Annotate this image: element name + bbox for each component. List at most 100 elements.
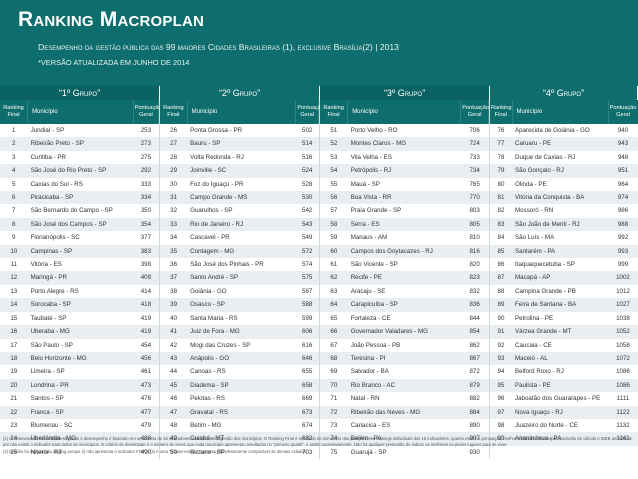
table-row: 63 Aracaju - SE 832 — [320, 284, 489, 299]
municipio-cell: Juiz de Fora - MG — [187, 325, 296, 339]
score-cell: 703 — [295, 445, 319, 460]
score-cell: 543 — [295, 217, 319, 232]
rank-cell: 92 — [490, 338, 512, 352]
table-row: 21 Santos - SP 476 — [0, 392, 159, 406]
score-cell: 1072 — [608, 351, 638, 366]
table-row: 73 Cariacica - ES 890 — [320, 418, 489, 433]
municipio-cell: Boa Vista - RR — [347, 191, 461, 205]
score-cell: 862 — [460, 338, 489, 352]
municipio-cell: Diadema - SP — [187, 378, 296, 393]
municipio-cell: Campo Grande - MS — [187, 191, 296, 205]
municipio-cell: Aracaju - SE — [347, 284, 461, 299]
score-cell: 409 — [133, 271, 159, 285]
municipio-cell: Aparecida de Goiânia - GO — [512, 124, 608, 138]
municipio-cell: Campinas - SP — [27, 244, 134, 259]
table-row: 85 Santarém - PA 993 — [490, 244, 638, 259]
rank-cell: 8 — [0, 217, 28, 232]
rank-cell: 94 — [490, 365, 512, 379]
score-cell: 524 — [295, 164, 319, 178]
table-row: 50 Suzano - SP 703 — [160, 445, 319, 460]
municipio-cell: Cascavel - PR — [187, 231, 296, 245]
table-row: 72 Ribeirão das Neves - MG 884 — [320, 405, 489, 419]
score-cell: 854 — [460, 325, 489, 339]
municipio-cell: Volta Redonda - RJ — [187, 150, 296, 165]
score-cell: 514 — [295, 137, 319, 151]
score-cell: 418 — [133, 298, 159, 312]
municipio-cell: Sorocaba - SP — [27, 298, 134, 312]
municipio-cell: Salvador - BA — [347, 365, 461, 379]
rank-cell: 53 — [320, 150, 348, 165]
score-cell: 879 — [460, 378, 489, 393]
municipio-cell: Canoas - RS — [187, 365, 296, 379]
rank-cell: 35 — [160, 244, 188, 259]
rank-cell: 67 — [320, 338, 348, 352]
municipio-cell: Bauru - SP — [187, 137, 296, 151]
score-cell: 479 — [133, 418, 159, 433]
header-banner: Ranking Macroplan Desempenho da gestão p… — [0, 0, 638, 86]
table-row: 13 Porto Alegre - RS 414 — [0, 284, 159, 299]
table-row: 77 Caruaru - PE 943 — [490, 137, 638, 151]
table-row: 20 Londrina - PR 473 — [0, 378, 159, 393]
municipio-cell: Franca - SP — [27, 405, 134, 419]
table-row: 5 Caxias do Sul - RS 333 — [0, 177, 159, 192]
table-row: 78 Duque de Caxias - RJ 948 — [490, 150, 638, 165]
score-cell: 488 — [133, 432, 159, 446]
score-cell: 816 — [460, 244, 489, 259]
column-header-rank: Ranking Final — [320, 100, 349, 124]
table-row: 75 Guarujá - SP 930 — [320, 445, 489, 460]
table-row: 24 Uberlândia - MG 488 — [0, 432, 159, 446]
column-header-municipio: Município — [27, 100, 134, 124]
municipio-cell: Carapicuíba - SP — [347, 298, 461, 312]
score-cell: 456 — [133, 351, 159, 366]
score-cell: 572 — [295, 244, 319, 259]
municipio-cell: Campos dos Goytacazes - RJ — [347, 244, 461, 259]
score-cell: 1038 — [608, 311, 638, 326]
table-row: 2 Ribeirão Preto - SP 273 — [0, 137, 159, 151]
score-cell: 673 — [295, 405, 319, 419]
municipio-cell: São Luís - MA — [512, 231, 608, 245]
score-cell: 930 — [460, 445, 489, 460]
rank-cell: 36 — [160, 258, 188, 272]
rank-cell: 86 — [490, 258, 512, 272]
group-table-2: Ranking Final Município Pontuação Geral 26 P… — [160, 100, 324, 460]
municipio-cell: Serra - ES — [347, 217, 461, 232]
score-cell: 1141 — [608, 432, 638, 446]
table-row: 10 Campinas - SP 383 — [0, 244, 159, 259]
table-row: 66 Governador Valadares - MG 854 — [320, 325, 489, 339]
municipio-cell: Petrópolis - RJ — [347, 164, 461, 178]
rank-cell: 18 — [0, 351, 28, 366]
table-row: 43 Anápolis - GO 646 — [160, 351, 319, 366]
rank-cell: 46 — [160, 392, 188, 406]
score-cell: 682 — [295, 432, 319, 446]
rank-cell: 28 — [160, 150, 188, 165]
municipio-cell: Curitiba - PR — [27, 150, 134, 165]
municipio-cell: Nova Iguaçu - RJ — [512, 405, 608, 419]
municipio-cell: Guarujá - SP — [347, 445, 461, 460]
rank-cell: 10 — [0, 244, 28, 259]
municipio-cell: Fortaleza - CE — [347, 311, 461, 326]
score-cell: 882 — [460, 392, 489, 406]
municipio-cell: Macapá - AP — [512, 271, 608, 285]
table-row: 7 São Bernardo do Campo - SP 350 — [0, 204, 159, 218]
footnote-2: (2) Brasília foi excluída do ranking por… — [3, 449, 307, 455]
column-header-municipio: Município — [347, 100, 462, 124]
rank-cell: 77 — [490, 137, 512, 151]
rank-cell: 57 — [320, 204, 348, 218]
rank-cell: 41 — [160, 325, 188, 339]
rank-cell: 21 — [0, 392, 28, 406]
rank-cell: 26 — [160, 124, 188, 138]
table-row: 1 Jundiaí - SP 253 — [0, 124, 159, 138]
municipio-cell: Caxias do Sul - RS — [27, 177, 134, 192]
group-table-3: Ranking Final Município Pontuação Geral 51 P… — [320, 100, 490, 460]
rank-cell: 20 — [0, 378, 28, 393]
score-cell: 599 — [295, 311, 319, 326]
table-row: 86 Itaquaquecetuba - SP 999 — [490, 258, 638, 272]
table-row: 94 Belford Roxo - RJ 1086 — [490, 365, 638, 379]
rank-cell: 79 — [490, 164, 512, 178]
score-cell: 890 — [460, 418, 489, 433]
municipio-cell: Várzea Grande - MT — [512, 325, 608, 339]
table-row: 67 João Pessoa - PB 862 — [320, 338, 489, 352]
rank-cell: 88 — [490, 284, 512, 299]
table-row: 31 Campo Grande - MS 530 — [160, 191, 319, 205]
score-cell: 803 — [460, 204, 489, 218]
